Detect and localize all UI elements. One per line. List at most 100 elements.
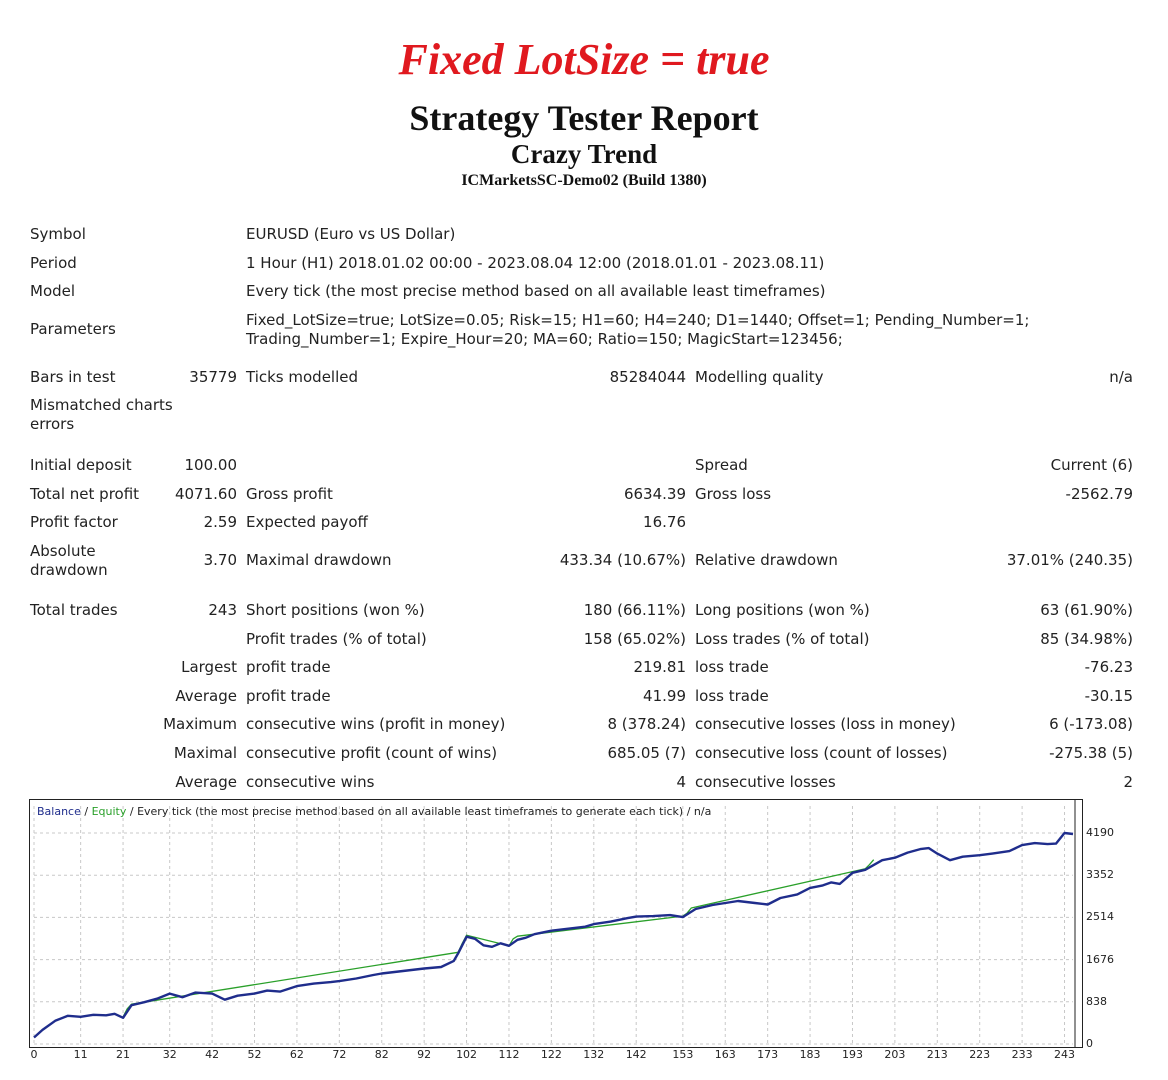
spread-label: Spread: [695, 456, 748, 474]
x-tick-label: 173: [757, 1048, 779, 1061]
mismatched-charts-label-line1: Mismatched charts: [30, 396, 173, 414]
ticks-modelled-value: 85284044: [609, 368, 686, 386]
short-positions-label: Short positions (won %): [246, 601, 425, 619]
gross-profit-value: 6634.39: [623, 485, 686, 503]
spread-value: Current (6): [1050, 456, 1133, 474]
x-tick-label: 122: [540, 1048, 562, 1061]
avg-consecutive-losses-label: consecutive losses: [695, 773, 836, 791]
average-profit-trade-value: 41.99: [643, 687, 686, 705]
x-tick-label: 72: [332, 1048, 347, 1061]
profit-trades-label: Profit trades (% of total): [246, 630, 427, 648]
total-trades-label: Total trades: [30, 601, 118, 619]
bars-in-test-value: 35779: [189, 368, 237, 386]
x-tick-label: 243: [1054, 1048, 1076, 1061]
maximal-consecutive-profit-label: consecutive profit (count of wins): [246, 744, 498, 762]
x-tick-label: 142: [625, 1048, 647, 1061]
x-tick-label: 42: [205, 1048, 220, 1061]
maximal-consecutive-loss-value: -275.38 (5): [1049, 744, 1133, 762]
relative-drawdown-label: Relative drawdown: [695, 551, 838, 569]
balance-chart-svg: [33, 800, 1076, 1047]
modelling-quality-label: Modelling quality: [695, 368, 824, 386]
y-tick-label: 0: [1086, 1037, 1093, 1050]
x-tick-label: 112: [498, 1048, 520, 1061]
balance-line: [33, 831, 1074, 1039]
total-net-profit-value: 4071.60: [174, 485, 237, 503]
period-label: Period: [30, 254, 77, 272]
legend-equity: Equity: [91, 805, 127, 818]
absolute-drawdown-label-line2: drawdown: [30, 561, 108, 579]
profit-factor-label: Profit factor: [30, 513, 118, 531]
x-tick-label: 0: [30, 1048, 38, 1061]
average-profit-trade-label: profit trade: [246, 687, 331, 705]
chart-legend: Balance / Equity / Every tick (the most …: [37, 805, 711, 819]
x-tick-label: 203: [884, 1048, 906, 1061]
loss-trades-value: 85 (34.98%): [1040, 630, 1133, 648]
y-tick-label: 1676: [1086, 952, 1114, 966]
legend-balance: Balance: [37, 805, 81, 818]
expert-name: Crazy Trend: [510, 139, 658, 169]
gross-profit-label: Gross profit: [246, 485, 333, 503]
initial-deposit-label: Initial deposit: [30, 456, 132, 474]
short-positions-value: 180 (66.11%): [583, 601, 686, 619]
relative-drawdown-value: 37.01% (240.35): [1006, 551, 1133, 569]
maximal-drawdown-value: 433.34 (10.67%): [559, 551, 686, 569]
largest-label: Largest: [181, 658, 237, 676]
mismatched-charts-label-line2: errors: [30, 415, 75, 433]
legend-description: / Every tick (the most precise method ba…: [126, 805, 712, 818]
x-tick-label: 193: [841, 1048, 863, 1061]
x-tick-label: 92: [417, 1048, 432, 1061]
initial-deposit-value: 100.00: [184, 456, 238, 474]
x-tick-label: 21: [116, 1048, 131, 1061]
x-tick-label: 153: [672, 1048, 694, 1061]
total-trades-value: 243: [208, 601, 237, 619]
average-consecutive-label: Average: [175, 773, 237, 791]
period-value: 1 Hour (H1) 2018.01.02 00:00 - 2023.08.0…: [246, 254, 825, 272]
symbol-value: EURUSD (Euro vs US Dollar): [246, 225, 456, 243]
y-tick-label: 4190: [1086, 826, 1114, 839]
total-net-profit-label: Total net profit: [30, 485, 140, 503]
equity-line: [122, 859, 875, 1018]
absolute-drawdown-label-line1: Absolute: [30, 542, 96, 560]
report-title: Strategy Tester Report: [409, 98, 759, 138]
expected-payoff-value: 16.76: [643, 513, 686, 531]
model-label: Model: [30, 282, 76, 300]
maximum-label: Maximum: [163, 715, 237, 733]
parameters-value-line2: Trading_Number=1; Expire_Hour=20; MA=60;…: [246, 330, 843, 348]
y-tick-label: 838: [1086, 994, 1107, 1008]
largest-loss-trade-label: loss trade: [695, 658, 769, 676]
parameters-label: Parameters: [30, 320, 116, 338]
average-loss-trade-label: loss trade: [695, 687, 769, 705]
gross-loss-value: -2562.79: [1065, 485, 1133, 503]
long-positions-value: 63 (61.90%): [1040, 601, 1133, 619]
x-tick-label: 11: [73, 1048, 88, 1061]
maximal-consecutive-loss-label: consecutive loss (count of losses): [695, 744, 948, 762]
x-tick-label: 163: [714, 1048, 736, 1061]
largest-loss-trade-value: -76.23: [1084, 658, 1133, 676]
y-tick-label: 3352: [1086, 868, 1114, 882]
x-tick-label: 183: [799, 1048, 821, 1061]
x-tick-label: 213: [926, 1048, 948, 1061]
symbol-label: Symbol: [30, 225, 86, 243]
gross-loss-label: Gross loss: [695, 485, 772, 503]
x-tick-label: 82: [374, 1048, 389, 1061]
ticks-modelled-label: Ticks modelled: [246, 368, 359, 386]
x-tick-label: 32: [162, 1048, 177, 1061]
x-tick-label: 52: [247, 1048, 262, 1061]
largest-profit-trade-value: 219.81: [633, 658, 687, 676]
average-label: Average: [175, 687, 237, 705]
profit-trades-value: 158 (65.02%): [583, 630, 686, 648]
expected-payoff-label: Expected payoff: [246, 513, 368, 531]
max-consecutive-losses-value: 6 (-173.08): [1049, 715, 1133, 733]
report-banner: Fixed LotSize = true: [398, 35, 770, 84]
loss-trades-label: Loss trades (% of total): [695, 630, 870, 648]
bars-in-test-label: Bars in test: [30, 368, 116, 386]
x-tick-label: 132: [583, 1048, 605, 1061]
maximal-label: Maximal: [173, 744, 237, 762]
max-consecutive-wins-value: 8 (378.24): [607, 715, 686, 733]
maximal-consecutive-profit-value: 685.05 (7): [607, 744, 686, 762]
model-value: Every tick (the most precise method base…: [246, 282, 826, 300]
avg-consecutive-losses-value: 2: [1123, 773, 1133, 791]
long-positions-label: Long positions (won %): [695, 601, 870, 619]
x-tick-label: 223: [969, 1048, 991, 1061]
modelling-quality-value: n/a: [1109, 368, 1133, 386]
